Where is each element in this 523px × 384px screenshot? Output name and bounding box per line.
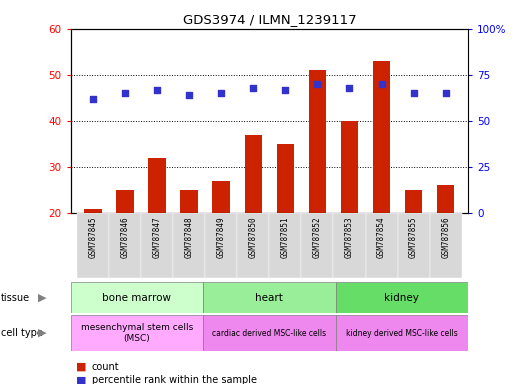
Text: GSM787845: GSM787845 [88, 217, 98, 258]
Text: GSM787846: GSM787846 [121, 217, 130, 258]
Text: ■: ■ [76, 362, 86, 372]
Bar [212, 181, 230, 213]
Text: count: count [92, 362, 119, 372]
Text: mesenchymal stem cells
(MSC): mesenchymal stem cells (MSC) [81, 323, 193, 343]
Text: GSM787847: GSM787847 [153, 217, 162, 258]
Point [89, 96, 97, 102]
Point [121, 90, 129, 96]
Text: ▶: ▶ [38, 293, 47, 303]
Bar [84, 209, 102, 213]
Text: heart: heart [255, 293, 283, 303]
Point [217, 90, 225, 96]
Bar [203, 315, 336, 351]
Bar [336, 315, 468, 351]
Bar [437, 185, 454, 213]
Text: GSM787855: GSM787855 [409, 217, 418, 258]
Point [185, 92, 194, 98]
Point [410, 90, 418, 96]
Bar [366, 213, 397, 278]
Bar [116, 190, 134, 213]
Point [345, 85, 354, 91]
Bar [405, 190, 423, 213]
Bar [71, 315, 203, 351]
Text: ■: ■ [76, 375, 86, 384]
Text: GSM787851: GSM787851 [281, 217, 290, 258]
Bar [309, 70, 326, 213]
Bar [397, 213, 429, 278]
Text: GSM787853: GSM787853 [345, 217, 354, 258]
Text: GSM787850: GSM787850 [249, 217, 258, 258]
Point [153, 86, 161, 93]
Text: kidney derived MSC-like cells: kidney derived MSC-like cells [346, 329, 458, 338]
Bar [180, 190, 198, 213]
Bar [173, 213, 205, 278]
Bar [340, 121, 358, 213]
Bar [334, 213, 366, 278]
Text: cardiac derived MSC-like cells: cardiac derived MSC-like cells [212, 329, 326, 338]
Bar [149, 158, 166, 213]
Text: GSM787854: GSM787854 [377, 217, 386, 258]
Bar [277, 144, 294, 213]
Point [313, 81, 322, 87]
Point [281, 86, 290, 93]
Point [249, 85, 257, 91]
Bar [141, 213, 173, 278]
Text: bone marrow: bone marrow [103, 293, 172, 303]
Title: GDS3974 / ILMN_1239117: GDS3974 / ILMN_1239117 [183, 13, 356, 26]
Bar [205, 213, 237, 278]
Bar [237, 213, 269, 278]
Bar [203, 282, 336, 313]
Text: GSM787856: GSM787856 [441, 217, 450, 258]
Bar [429, 213, 462, 278]
Text: kidney: kidney [384, 293, 419, 303]
Bar [373, 61, 390, 213]
Text: tissue: tissue [1, 293, 30, 303]
Text: GSM787848: GSM787848 [185, 217, 194, 258]
Bar [109, 213, 141, 278]
Bar [336, 282, 468, 313]
Bar [77, 213, 109, 278]
Text: ▶: ▶ [38, 328, 47, 338]
Text: GSM787849: GSM787849 [217, 217, 226, 258]
Text: percentile rank within the sample: percentile rank within the sample [92, 375, 256, 384]
Bar [71, 282, 203, 313]
Point [441, 90, 450, 96]
Bar [269, 213, 301, 278]
Text: cell type: cell type [1, 328, 43, 338]
Bar [244, 135, 262, 213]
Bar [301, 213, 334, 278]
Text: GSM787852: GSM787852 [313, 217, 322, 258]
Point [378, 81, 386, 87]
